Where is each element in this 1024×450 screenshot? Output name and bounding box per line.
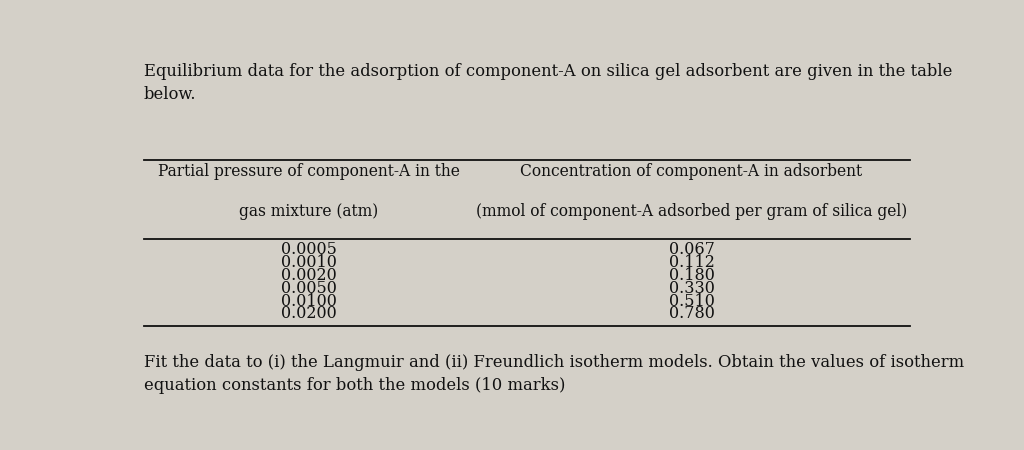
Text: 0.0010: 0.0010: [281, 254, 337, 271]
Text: Equilibrium data for the adsorption of component-A on silica gel adsorbent are g: Equilibrium data for the adsorption of c…: [143, 63, 952, 103]
Text: Fit the data to (i) the Langmuir and (ii) Freundlich isotherm models. Obtain the: Fit the data to (i) the Langmuir and (ii…: [143, 354, 964, 394]
Text: Concentration of component-A in adsorbent: Concentration of component-A in adsorben…: [520, 163, 862, 180]
Text: Partial pressure of component-A in the: Partial pressure of component-A in the: [158, 163, 460, 180]
Text: 0.067: 0.067: [669, 241, 715, 258]
Text: 0.0050: 0.0050: [281, 280, 337, 297]
Text: 0.0100: 0.0100: [281, 292, 337, 310]
Text: 0.780: 0.780: [669, 306, 715, 322]
Text: 0.0020: 0.0020: [281, 267, 337, 284]
Text: 0.330: 0.330: [669, 280, 715, 297]
Text: 0.112: 0.112: [669, 254, 715, 271]
Text: gas mixture (atm): gas mixture (atm): [239, 203, 378, 220]
Text: 0.0005: 0.0005: [281, 241, 337, 258]
Text: 0.510: 0.510: [669, 292, 715, 310]
Text: (mmol of component-A adsorbed per gram of silica gel): (mmol of component-A adsorbed per gram o…: [476, 203, 907, 220]
Text: 0.180: 0.180: [669, 267, 715, 284]
Text: 0.0200: 0.0200: [281, 306, 337, 322]
